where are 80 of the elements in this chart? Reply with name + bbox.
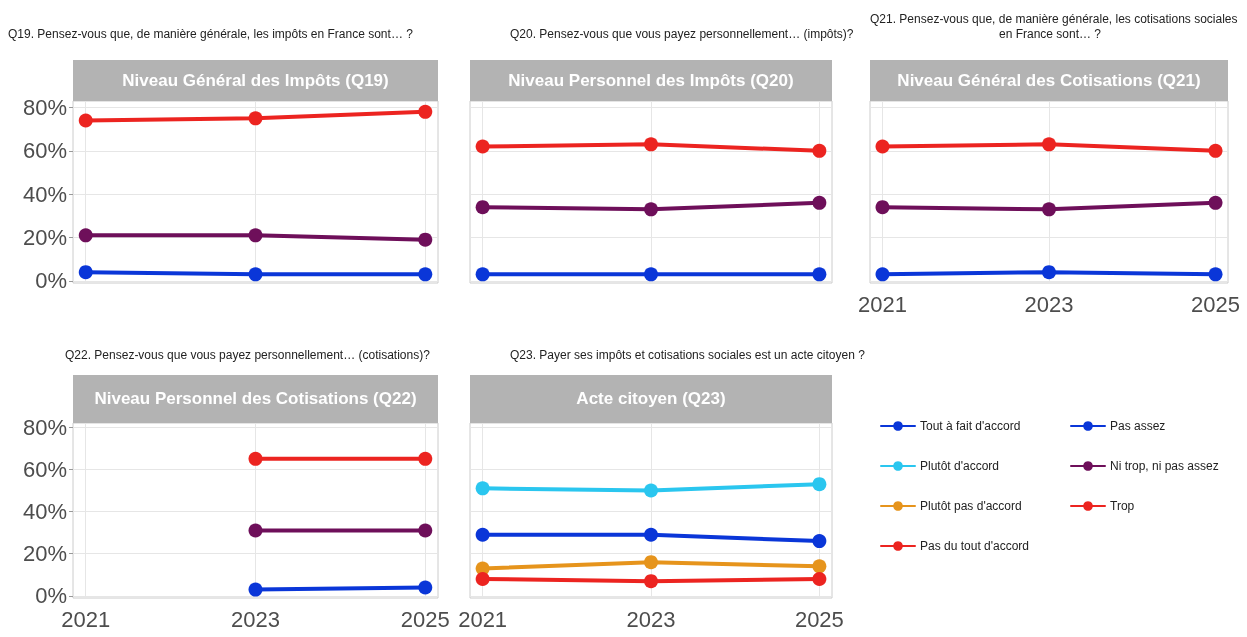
y-tick-label: 40% — [22, 181, 67, 207]
point — [475, 200, 490, 215]
point — [875, 139, 890, 154]
point — [475, 481, 490, 496]
point — [644, 555, 658, 570]
x-tick-label: 2021 — [61, 606, 111, 632]
point — [248, 111, 263, 126]
chart-subtitle: Q21. Pensez-vous que, de manière générale, les cotisations sociales en France sont… ? — [870, 12, 1238, 42]
y-tick-label: 0% — [35, 583, 67, 609]
chart-title: Niveau Personnel des Impôts (Q20) — [470, 60, 832, 101]
y-tick-label: 80% — [22, 95, 67, 120]
point — [644, 202, 658, 217]
point — [1042, 137, 1056, 152]
legend-label: Pas du tout d'accord — [920, 539, 1030, 553]
y-tick-label: 40% — [22, 499, 67, 525]
legend-label: Ni trop, ni pas assez — [1110, 459, 1219, 473]
legend-label: Tout à fait d'accord — [920, 419, 1021, 433]
point — [248, 451, 263, 466]
point — [418, 267, 433, 282]
point — [1208, 195, 1223, 210]
point — [644, 483, 658, 498]
point — [418, 232, 433, 247]
y-tick-label: 20% — [22, 541, 67, 567]
point — [812, 534, 827, 549]
point — [248, 523, 263, 538]
point — [644, 137, 658, 152]
point — [812, 143, 827, 158]
y-tick-label: 20% — [22, 225, 67, 250]
chart-subtitle: Q23. Payer ses impôts et cotisations sociales est un acte citoyen ? — [510, 348, 865, 363]
point — [78, 265, 93, 280]
y-tick-label: 60% — [22, 138, 67, 164]
point — [418, 451, 433, 466]
x-tick-label: 2025 — [400, 606, 450, 632]
x-tick-label: 2021 — [458, 606, 508, 632]
y-tick-label: 60% — [22, 456, 67, 482]
chart-subtitle: Q22. Pensez-vous que vous payez personnellement… (cotisations)? — [65, 348, 430, 363]
point — [475, 572, 490, 587]
point — [418, 104, 433, 119]
legend-label: Plutôt d'accord — [920, 459, 1000, 473]
point — [78, 228, 93, 243]
point — [812, 559, 827, 574]
point — [1042, 265, 1056, 280]
chart-subtitle: Q19. Pensez-vous que, de manière générale, les impôts en France sont… ? — [8, 27, 413, 42]
point — [78, 113, 93, 128]
chart-title: Acte citoyen (Q23) — [470, 375, 832, 423]
point — [248, 228, 263, 243]
point — [418, 580, 433, 595]
point — [812, 572, 827, 587]
legend-label: Pas assez — [1110, 419, 1166, 433]
chart-title: Niveau Général des Cotisations (Q21) — [870, 60, 1228, 101]
x-tick-label: 2023 — [1024, 291, 1074, 317]
x-tick-label: 2023 — [626, 606, 676, 632]
point — [248, 582, 263, 597]
point — [644, 527, 658, 542]
point — [644, 267, 658, 282]
y-tick-label: 0% — [35, 268, 67, 294]
point — [875, 200, 890, 215]
point — [475, 267, 490, 282]
point — [1208, 143, 1223, 158]
point — [475, 527, 490, 542]
x-tick-label: 2021 — [858, 291, 907, 317]
x-tick-label: 2025 — [794, 606, 844, 632]
chart-subtitle: Q20. Pensez-vous que vous payez personnellement… (impôts)? — [510, 27, 854, 42]
x-tick-label: 2025 — [1191, 291, 1240, 317]
chart-title: Niveau Général des Impôts (Q19) — [73, 60, 438, 101]
point — [812, 477, 827, 492]
chart-title: Niveau Personnel des Cotisations (Q22) — [73, 375, 438, 423]
legend-label: Trop — [1110, 499, 1135, 513]
point — [1208, 267, 1223, 282]
point — [812, 267, 827, 282]
point — [418, 523, 433, 538]
point — [644, 574, 658, 589]
point — [875, 267, 890, 282]
x-tick-label: 2023 — [231, 606, 280, 632]
point — [812, 195, 827, 210]
point — [475, 139, 490, 154]
legend-label: Plutôt pas d'accord — [920, 499, 1022, 513]
point — [248, 267, 263, 282]
y-tick-label: 80% — [22, 414, 67, 440]
point — [1042, 202, 1056, 217]
